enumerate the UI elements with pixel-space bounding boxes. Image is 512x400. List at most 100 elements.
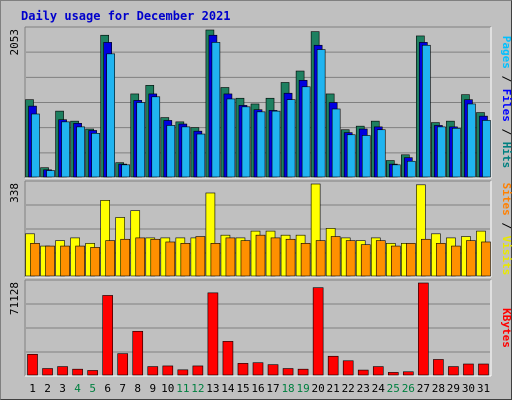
bar-visits-day-13 [205,192,216,277]
ymax-label-hits-files-pages: 2053 [8,29,21,56]
chart-title: Daily usage for December 2021 [21,9,231,23]
x-tick-label-day-21: 21 [327,382,340,395]
bar-pages-day-15 [241,106,251,178]
bar-sites-day-31 [481,241,491,277]
bar-sites-day-20 [315,240,326,277]
x-tick-label-day-16: 16 [251,382,264,395]
x-tick-label-day-11: 11 [176,382,189,395]
bar-kbytes-day-11 [177,369,189,376]
x-tick-label-day-13: 13 [206,382,219,395]
legend-entry: Pages [500,36,512,69]
x-tick-label-day-12: 12 [191,382,204,395]
legend-kbytes: KBytes [500,308,512,348]
x-tick-label-day-1: 1 [29,382,36,395]
x-tick-label-day-30: 30 [462,382,475,395]
bar-pages-day-28 [437,126,446,178]
bar-sites-day-27 [421,238,431,277]
bar-kbytes-day-31 [478,363,489,376]
bar-kbytes-day-29 [448,366,459,376]
bar-sites-day-21 [330,236,341,277]
legend-entry: / [500,216,512,236]
x-tick-label-day-15: 15 [236,382,249,395]
bar-kbytes-day-24 [372,366,384,376]
x-tick-label-day-8: 8 [134,382,141,395]
bar-pages-day-4 [76,126,85,178]
legend-entry: Hits [500,142,512,169]
bar-pages-day-19 [301,86,311,178]
x-tick-label-day-7: 7 [119,382,126,395]
bar-sites-day-5 [90,247,100,277]
bar-kbytes-day-26 [403,371,414,376]
bar-sites-day-9 [150,238,161,277]
bar-kbytes-day-12 [192,365,204,376]
bar-kbytes-day-20 [312,287,324,376]
bar-pages-day-6 [106,53,115,178]
bar-kbytes-day-18 [282,368,294,376]
bar-kbytes-day-5 [87,370,98,376]
bar-visits-day-27 [416,184,426,277]
bar-pages-day-27 [422,44,431,178]
legend-entry: Files [500,89,512,122]
x-tick-label-day-3: 3 [59,382,66,395]
bar-sites-day-24 [375,240,386,277]
bar-sites-day-8 [135,237,146,277]
legend-entry: Sites [500,183,512,216]
bar-sites-day-2 [45,245,55,277]
bar-sites-day-6 [105,240,115,277]
bar-pages-day-23 [361,135,371,178]
x-tick-label-day-2: 2 [44,382,51,395]
x-tick-label-day-14: 14 [221,382,235,395]
x-tick-label-day-10: 10 [161,382,174,395]
bar-sites-day-4 [75,245,85,277]
x-tick-label-day-6: 6 [104,382,111,395]
bar-kbytes-day-25 [387,372,399,376]
legend-entry: / [500,122,512,142]
x-tick-label-day-22: 22 [342,382,355,395]
bar-pages-day-22 [346,134,356,178]
legend-entry: / [500,69,512,89]
bar-sites-day-11 [180,243,191,277]
bar-sites-day-22 [345,240,356,277]
bar-kbytes-day-28 [433,359,444,376]
x-tick-label-day-23: 23 [357,382,370,395]
bar-kbytes-day-10 [162,365,174,376]
x-tick-label-day-24: 24 [372,382,386,395]
bar-kbytes-day-4 [72,368,83,376]
bar-pages-day-2 [46,170,55,178]
bar-sites-day-15 [240,240,251,277]
bar-kbytes-day-19 [297,368,309,376]
bar-sites-day-13 [210,243,221,277]
bar-kbytes-day-23 [357,369,369,376]
bar-sites-day-30 [466,240,476,277]
legend-visits-sites: Sites / Visits [500,183,512,276]
bar-kbytes-day-13 [207,292,219,376]
bar-pages-day-31 [482,120,491,178]
bar-kbytes-day-8 [132,330,144,376]
bar-pages-day-30 [467,103,476,178]
bar-kbytes-day-6 [102,295,113,376]
bar-kbytes-day-14 [222,341,234,376]
bar-sites-day-26 [406,243,416,277]
bar-pages-day-21 [331,108,341,178]
bar-pages-day-3 [61,121,70,178]
x-tick-label-day-27: 27 [417,382,430,395]
x-tick-label-day-4: 4 [74,382,81,395]
bar-sites-day-23 [360,244,371,277]
x-tick-label-day-18: 18 [281,382,294,395]
bar-pages-day-1 [31,113,40,178]
x-tick-label-day-25: 25 [387,382,400,395]
bar-pages-day-5 [91,133,100,178]
x-tick-label-day-19: 19 [296,382,309,395]
bar-pages-day-7 [121,164,131,178]
bar-kbytes-day-1 [27,354,38,376]
bar-sites-day-14 [225,237,236,277]
bar-pages-day-17 [271,110,281,178]
bar-kbytes-day-15 [237,363,249,376]
ymax-label-kbytes: 71128 [8,282,21,315]
bar-kbytes-day-17 [267,364,279,376]
bar-pages-day-25 [391,164,401,178]
bar-sites-day-1 [30,243,40,277]
bar-sites-day-17 [270,237,281,277]
bar-kbytes-day-7 [117,353,129,376]
